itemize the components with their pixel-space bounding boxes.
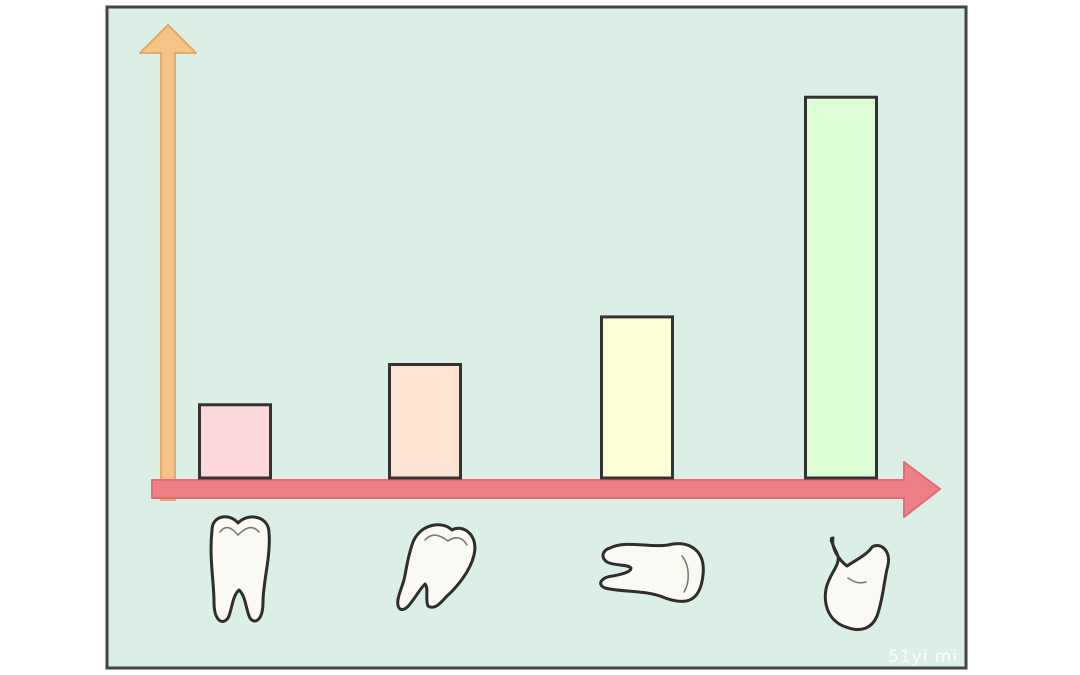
- bar-3: [600, 315, 674, 480]
- tooth-horizontal-icon: [599, 542, 705, 603]
- tooth-tilted-icon: [396, 523, 477, 611]
- tooth-broken-icon: [823, 536, 890, 631]
- watermark: 51yi mi: [888, 647, 959, 667]
- x-axis-arrow: [151, 461, 941, 518]
- bar-4: [804, 95, 878, 480]
- bar-1: [198, 403, 272, 480]
- y-axis-arrow: [139, 24, 197, 501]
- tooth-upright-icon: [209, 515, 271, 623]
- bar-2: [388, 363, 462, 480]
